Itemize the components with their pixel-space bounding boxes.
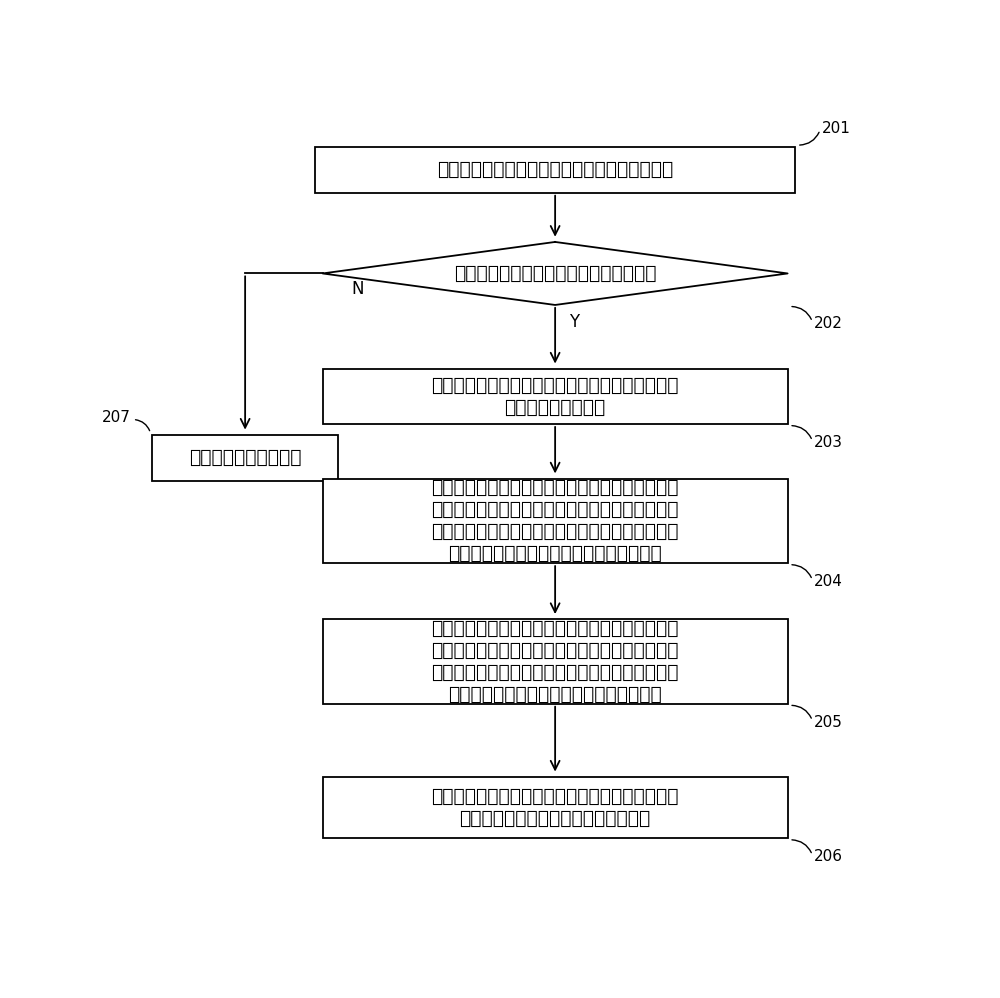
Text: 当各个下桥臂功率开关器件中的任意一个发生故障
，且各个上桥臂功率开关器件均未发生故障时，控
制各个上桥臂功率开关器件闭合，各个下桥臂功率
开关器件关断，以使电机: 当各个下桥臂功率开关器件中的任意一个发生故障 ，且各个上桥臂功率开关器件均未发生… [431, 619, 679, 704]
Bar [323, 479, 788, 563]
Text: 控制电机进入短路模式: 控制电机进入短路模式 [189, 448, 301, 467]
Text: 201: 201 [822, 121, 851, 136]
Text: 204: 204 [814, 574, 843, 589]
Text: 判断各个桥臂功率开关器件是否发生故障: 判断各个桥臂功率开关器件是否发生故障 [454, 263, 656, 283]
Text: N: N [351, 279, 364, 297]
Text: 207: 207 [102, 410, 131, 425]
Bar [323, 619, 788, 704]
Bar [323, 776, 788, 838]
Text: Y: Y [569, 312, 579, 331]
Text: 206: 206 [814, 849, 843, 864]
Text: 当各个上桥臂功率开关器件中的任意一个发生故障
，且各个下桥臂功率开关器件均未发生故障时，控
制各个下桥臂功率开关器件闭合，各个上桥臂功率
开关器件关断，以使电机: 当各个上桥臂功率开关器件中的任意一个发生故障 ，且各个下桥臂功率开关器件均未发生… [431, 478, 679, 564]
Text: 203: 203 [814, 435, 843, 450]
Bar [315, 147, 795, 193]
Text: 获取电机控制器中所有功率开关器件的状态信息: 获取电机控制器中所有功率开关器件的状态信息 [437, 161, 673, 180]
Text: 205: 205 [814, 715, 843, 730]
Text: 确定是上桥臂功率开关器件发生故障还是下桥臂功
率开关器件发生故障: 确定是上桥臂功率开关器件发生故障还是下桥臂功 率开关器件发生故障 [431, 376, 679, 417]
Bar [323, 368, 788, 424]
Bar [152, 435, 338, 481]
Text: 202: 202 [814, 316, 843, 331]
Text: 当上桥臂功率开关器件和下桥臂功率开关器件均发
生故障时，控制电机工作在空转模式下: 当上桥臂功率开关器件和下桥臂功率开关器件均发 生故障时，控制电机工作在空转模式下 [431, 787, 679, 828]
